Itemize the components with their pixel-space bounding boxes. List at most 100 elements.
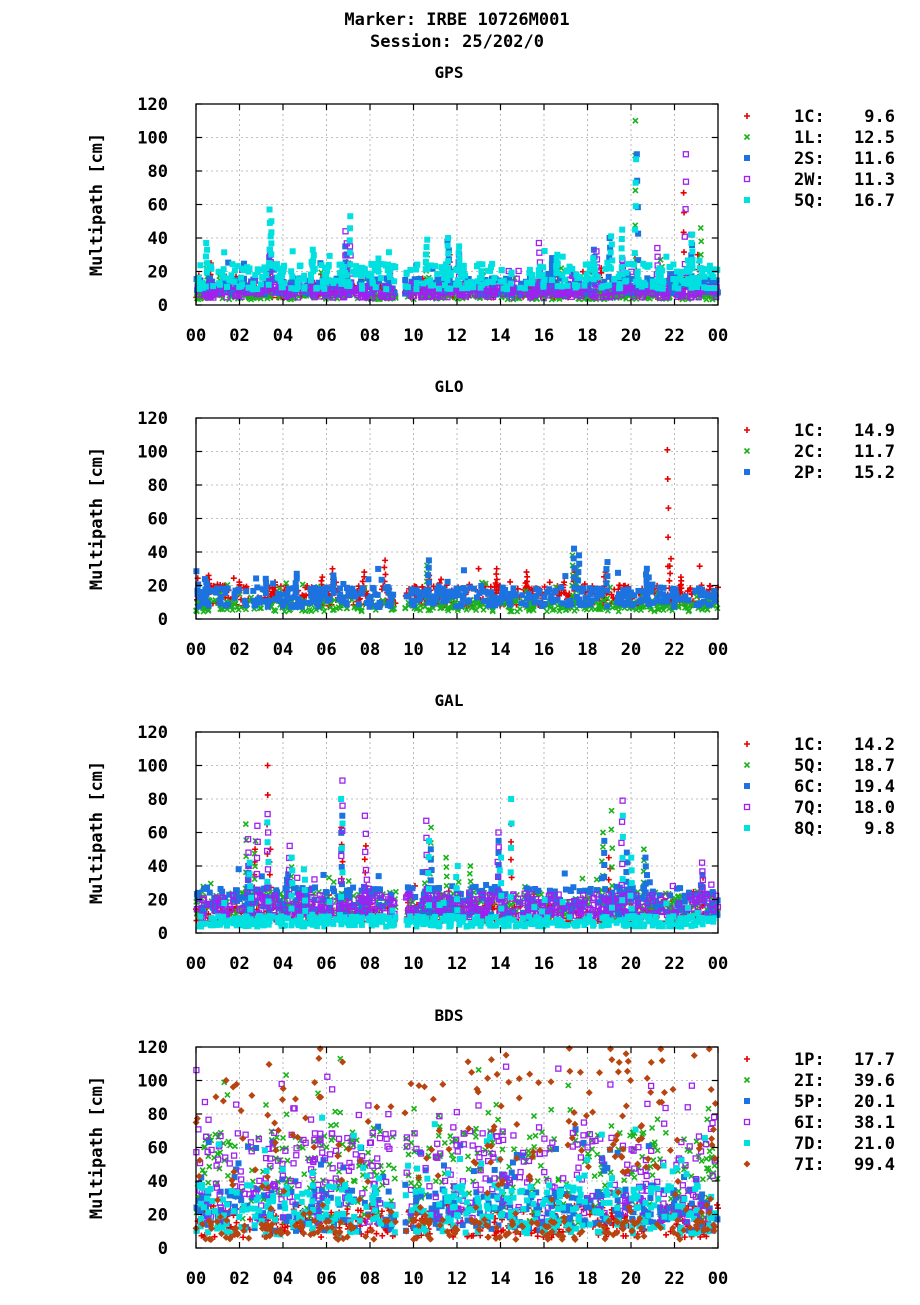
legend-marker [745, 449, 750, 454]
data-point [383, 286, 389, 292]
data-point [223, 603, 229, 609]
legend-marker [744, 197, 750, 203]
y-tick-label: 100 [137, 443, 168, 463]
data-point [476, 590, 482, 596]
data-point [232, 591, 238, 597]
data-point [428, 283, 434, 289]
data-point [204, 267, 210, 273]
data-point [268, 229, 274, 235]
data-point [293, 604, 299, 610]
data-point [413, 286, 419, 292]
y-tick-label: 40 [148, 543, 168, 563]
legend-marker [744, 155, 750, 161]
legend-value: 16.7 [854, 191, 895, 211]
data-point [310, 257, 316, 263]
data-point [619, 245, 625, 251]
data-point [445, 235, 451, 241]
data-point [689, 232, 695, 238]
data-point [668, 556, 674, 562]
data-point [423, 259, 429, 265]
data-point [206, 603, 212, 609]
data-point [707, 268, 713, 274]
data-point [694, 275, 700, 281]
data-point [339, 276, 345, 282]
data-point [619, 255, 625, 261]
data-point [635, 269, 641, 275]
data-point [584, 271, 590, 277]
data-point [617, 285, 623, 291]
data-point [609, 827, 614, 832]
data-point [323, 280, 329, 286]
data-point [326, 875, 331, 880]
data-point [567, 264, 573, 270]
data-point [614, 599, 620, 605]
data-point [265, 763, 271, 769]
data-point [426, 557, 432, 563]
data-point [456, 249, 462, 255]
data-point [445, 579, 451, 585]
data-point [565, 602, 571, 608]
data-point [294, 571, 300, 577]
data-point [549, 599, 555, 605]
data-point [635, 588, 641, 594]
data-point [689, 248, 695, 254]
data-point [619, 236, 625, 242]
data-point [671, 604, 677, 610]
data-point [493, 571, 499, 577]
data-point [402, 277, 408, 283]
data-point [379, 577, 385, 583]
data-point [474, 278, 480, 284]
data-point [455, 267, 461, 273]
data-point [683, 280, 689, 286]
data-point [619, 227, 625, 233]
data-point [310, 247, 316, 253]
data-point [539, 603, 545, 609]
data-point [347, 225, 353, 231]
legend-marker [745, 135, 750, 140]
data-point [347, 213, 353, 219]
y-tick-label: 120 [137, 95, 168, 115]
data-point [577, 274, 583, 280]
data-point [483, 882, 489, 888]
data-point [323, 585, 329, 591]
data-point [308, 593, 314, 599]
data-point [301, 286, 307, 292]
data-point [686, 597, 692, 603]
data-point [196, 603, 202, 609]
data-point [275, 266, 281, 272]
data-point [232, 267, 238, 273]
data-point [424, 244, 430, 250]
data-point [464, 285, 470, 291]
data-point [231, 575, 237, 581]
legend-value: 12.5 [854, 128, 895, 148]
data-point [665, 476, 671, 482]
x-tick-label: 22 [664, 326, 684, 346]
data-point [425, 600, 431, 606]
data-point [337, 597, 343, 603]
data-point [255, 266, 261, 272]
data-point [575, 569, 581, 575]
data-point [338, 281, 344, 287]
data-point [297, 263, 303, 269]
data-point [485, 268, 491, 274]
data-point [345, 279, 351, 285]
data-point [656, 285, 662, 291]
data-point [696, 602, 702, 608]
data-point [507, 591, 513, 597]
data-point [361, 569, 367, 575]
data-point [317, 586, 323, 592]
data-point [587, 601, 593, 607]
data-point [633, 188, 638, 193]
data-point [655, 246, 660, 251]
data-point [436, 583, 442, 589]
data-point [357, 591, 363, 597]
data-point [253, 598, 259, 604]
data-point [254, 286, 260, 292]
data-point [501, 278, 507, 284]
data-point [600, 844, 605, 849]
data-point [604, 559, 610, 565]
data-point [583, 277, 589, 283]
data-point [549, 277, 555, 283]
data-point [456, 261, 462, 267]
